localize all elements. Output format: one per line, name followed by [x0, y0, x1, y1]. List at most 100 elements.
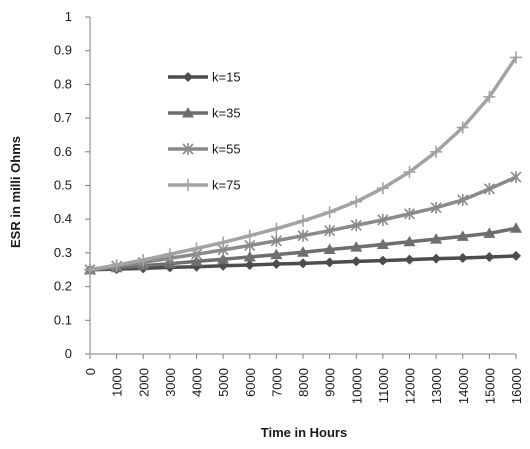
data-point — [350, 241, 363, 252]
data-point — [243, 250, 256, 262]
series-k=15 — [85, 250, 521, 275]
x-tick-label: 13000 — [429, 368, 444, 404]
data-point — [377, 255, 388, 266]
y-tick-label: 0 — [65, 346, 72, 361]
legend-label: k=15 — [212, 70, 241, 85]
data-point — [457, 252, 468, 263]
x-tick-label: 10000 — [349, 368, 364, 404]
data-point — [270, 222, 283, 235]
x-tick-label: 14000 — [456, 368, 471, 404]
data-point — [217, 236, 230, 249]
legend-label: k=75 — [212, 178, 241, 193]
series-k=75 — [84, 51, 522, 276]
data-point — [403, 235, 416, 247]
data-point — [484, 251, 495, 262]
data-point — [510, 222, 522, 233]
x-axis-title: Time in Hours — [261, 425, 347, 440]
legend: k=15 k=35 k=55 k=75 — [168, 70, 241, 193]
data-point — [323, 243, 336, 255]
data-point — [298, 258, 308, 269]
data-point — [377, 213, 389, 226]
data-point — [351, 256, 362, 267]
x-tick-label: 5000 — [216, 368, 231, 397]
data-point — [350, 219, 362, 232]
legend-label: k=35 — [212, 106, 241, 121]
data-point — [297, 229, 309, 242]
y-tick-label: 0.8 — [54, 76, 72, 91]
data-point — [271, 259, 282, 270]
data-point — [270, 234, 282, 247]
data-point — [163, 248, 176, 261]
x-tick-label: 1000 — [110, 368, 125, 397]
x-tick-label: 4000 — [190, 368, 205, 397]
data-point — [431, 253, 442, 264]
legend-marker — [182, 107, 194, 118]
x-tick-label: 2000 — [136, 368, 151, 397]
data-point — [110, 259, 123, 272]
y-tick-label: 0.9 — [54, 43, 72, 58]
x-tick-label: 7000 — [269, 368, 284, 397]
x-tick-label: 3000 — [163, 368, 178, 397]
y-tick-label: 0.7 — [54, 110, 72, 125]
y-axis-title: ESR in milli Ohms — [8, 136, 23, 248]
data-point — [217, 253, 230, 264]
data-point — [323, 206, 336, 219]
data-point — [404, 254, 415, 265]
data-point — [84, 263, 96, 276]
x-tick-label: 8000 — [296, 368, 311, 397]
legend-marker — [182, 143, 194, 155]
x-tick-label: 0 — [83, 368, 98, 375]
data-point — [137, 253, 150, 266]
data-point — [376, 238, 389, 249]
y-tick-label: 0.2 — [54, 279, 72, 294]
data-point — [190, 255, 203, 266]
x-tick-label: 12000 — [403, 368, 418, 404]
axes — [85, 16, 517, 359]
data-point — [297, 246, 309, 257]
data-point — [270, 248, 283, 260]
data-point — [430, 233, 443, 244]
data-point — [483, 182, 495, 195]
legend-label: k=55 — [212, 142, 241, 157]
y-tick-label: 0.4 — [54, 211, 72, 226]
data-point — [456, 121, 469, 134]
data-point — [350, 195, 363, 208]
data-point — [511, 250, 521, 261]
data-point — [430, 145, 443, 158]
legend-marker — [182, 179, 194, 191]
data-point — [244, 260, 255, 271]
y-tick-label: 1 — [65, 9, 72, 24]
legend-marker — [183, 72, 193, 82]
legend-item: k=55 — [168, 142, 241, 157]
legend-item: k=15 — [168, 70, 241, 85]
data-point — [456, 230, 469, 241]
data-point — [430, 201, 442, 214]
data-point — [324, 257, 335, 268]
data-point — [403, 207, 416, 220]
data-point — [190, 242, 203, 255]
data-point — [483, 227, 496, 238]
data-point — [297, 214, 309, 227]
legend-item: k=35 — [168, 106, 241, 121]
data-point — [324, 224, 336, 237]
legend-item: k=75 — [168, 178, 241, 193]
y-tick-label: 0.3 — [54, 245, 72, 260]
data-point — [243, 229, 256, 242]
y-tick-label: 0.5 — [54, 178, 72, 193]
data-point — [403, 166, 416, 179]
data-point — [376, 182, 389, 195]
y-tick-label: 0.6 — [54, 144, 72, 159]
data-point — [510, 51, 522, 64]
x-tick-label: 15000 — [482, 368, 497, 404]
y-tick-label: 0.1 — [54, 312, 72, 327]
x-tick-label: 6000 — [243, 368, 258, 397]
data-point — [457, 193, 469, 206]
x-tick-label: 16000 — [509, 368, 524, 404]
x-tick-label: 9000 — [323, 368, 338, 397]
data-point — [510, 171, 522, 184]
data-point — [483, 90, 496, 103]
x-tick-label: 11000 — [376, 368, 391, 403]
series-lines — [84, 51, 522, 276]
